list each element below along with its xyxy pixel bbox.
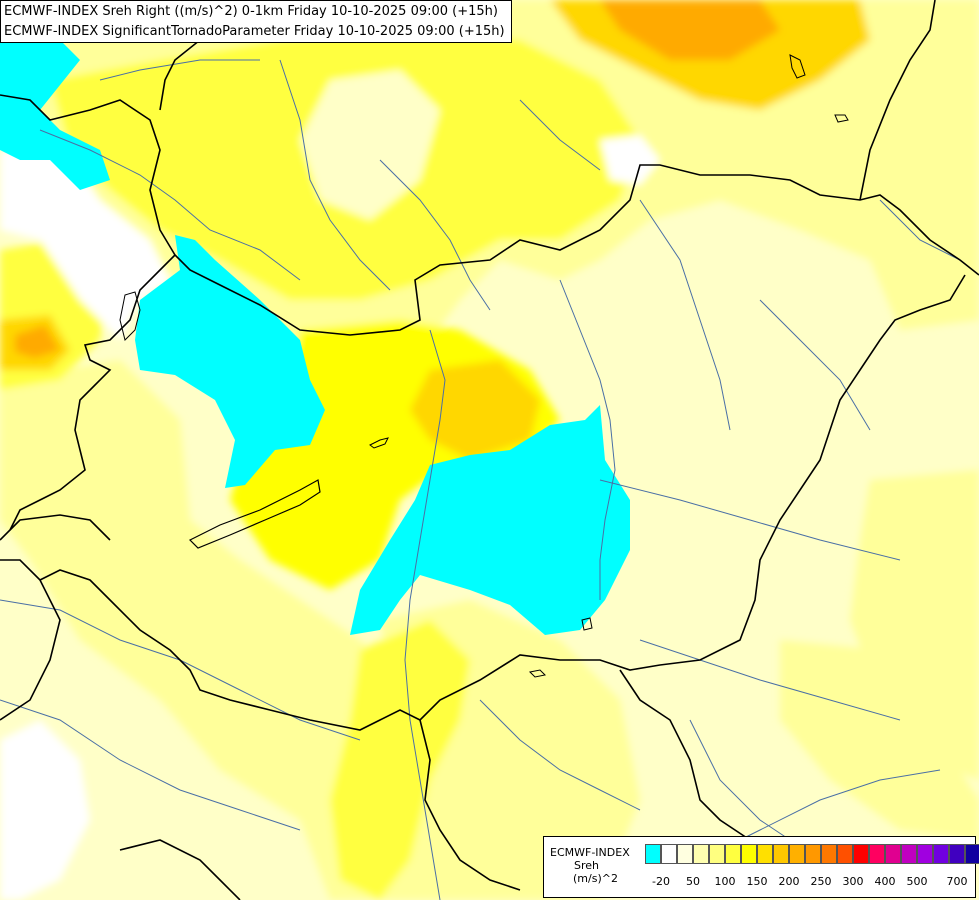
legend-tick-label: 300 <box>842 875 864 888</box>
legend-swatch <box>741 844 757 864</box>
color-legend: ECMWF-INDEX Sreh (m/s)^2 -20 50 100 150 200 2… <box>543 836 979 898</box>
legend-model: ECMWF-INDEX <box>550 846 630 859</box>
field-white-southwest <box>0 720 90 900</box>
legend-tick-label: 250 <box>810 875 832 888</box>
field-cyan-northwest <box>0 40 110 190</box>
legend-tick-label: 500 <box>906 875 928 888</box>
legend-unit: (m/s)^2 <box>573 872 618 885</box>
legend-swatch <box>853 844 869 864</box>
lake-balaton <box>188 479 321 549</box>
field-pale-north <box>300 70 440 220</box>
legend-swatch <box>917 844 933 864</box>
legend-tick-label: 400 <box>874 875 896 888</box>
legend-swatch <box>789 844 805 864</box>
legend-tick-label: 50 <box>686 875 700 888</box>
legend-swatch <box>901 844 917 864</box>
field-light-yellow-west <box>0 360 420 900</box>
legend-parameter: Sreh <box>574 859 600 872</box>
legend-swatch <box>885 844 901 864</box>
field-orange-north <box>600 0 780 60</box>
legend-swatch <box>661 844 677 864</box>
legend-swatch <box>933 844 949 864</box>
title-box: ECMWF-INDEX Sreh Right ((m/s)^2) 0-1km F… <box>0 0 512 43</box>
legend-swatch <box>821 844 837 864</box>
legend-color-bar <box>645 844 979 864</box>
title-line-1: ECMWF-INDEX Sreh Right ((m/s)^2) 0-1km F… <box>4 4 498 19</box>
legend-swatch <box>965 844 979 864</box>
legend-tick-label: 700 <box>946 875 968 888</box>
rivers <box>0 59 961 900</box>
legend-swatch <box>949 844 965 864</box>
legend-swatch <box>773 844 789 864</box>
legend-swatch <box>757 844 773 864</box>
legend-swatch <box>805 844 821 864</box>
legend-swatch <box>677 844 693 864</box>
legend-swatch <box>645 844 661 864</box>
small-lakes <box>119 54 849 678</box>
legend-swatch <box>837 844 853 864</box>
legend-tick-label: 100 <box>714 875 736 888</box>
title-line-2: ECMWF-INDEX SignificantTornadoParameter … <box>4 24 505 39</box>
field-gold-center <box>410 360 540 460</box>
field-orange-west <box>15 325 60 358</box>
legend-swatch <box>869 844 885 864</box>
field-light-yellow-se <box>780 640 979 840</box>
legend-tick-label: -20 <box>652 875 670 888</box>
legend-tick-label: 200 <box>778 875 800 888</box>
field-white-northeast <box>600 135 660 185</box>
field-cyan-center <box>350 405 630 635</box>
legend-tick-label: 150 <box>746 875 768 888</box>
lake-small <box>369 437 389 449</box>
field-yellow-southwest <box>330 620 470 900</box>
legend-swatch <box>725 844 741 864</box>
legend-swatch <box>693 844 709 864</box>
legend-swatch <box>709 844 725 864</box>
field-white-northwest <box>0 140 170 340</box>
field-cyan-west <box>135 235 325 488</box>
